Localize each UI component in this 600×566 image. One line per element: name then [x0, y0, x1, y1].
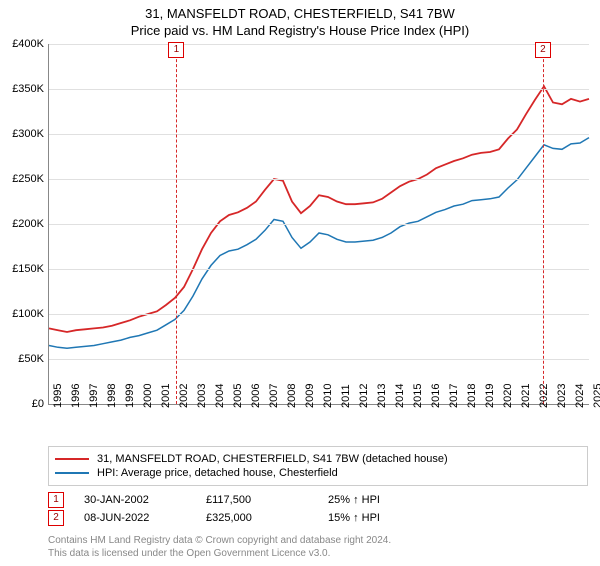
- x-axis-label: 2005: [232, 384, 244, 408]
- x-axis-label: 2006: [250, 384, 262, 408]
- x-axis-label: 2022: [538, 384, 550, 408]
- x-axis-label: 2021: [520, 384, 532, 408]
- license-text: Contains HM Land Registry data © Crown c…: [48, 534, 391, 560]
- y-axis-label: £50K: [0, 353, 44, 365]
- plot: 12: [48, 44, 589, 405]
- x-axis-label: 2025: [592, 384, 600, 408]
- y-axis-label: £250K: [0, 173, 44, 185]
- transaction-price: £117,500: [206, 494, 328, 506]
- gridline: [49, 44, 589, 45]
- license-line-2: This data is licensed under the Open Gov…: [48, 547, 391, 560]
- y-axis-label: £200K: [0, 218, 44, 230]
- x-axis-label: 1997: [88, 384, 100, 408]
- x-axis-label: 2001: [160, 384, 172, 408]
- legend-label: 31, MANSFELDT ROAD, CHESTERFIELD, S41 7B…: [97, 453, 448, 465]
- transaction-table: 1 30-JAN-2002£117,50025% ↑ HPI 2 08-JUN-202…: [48, 490, 588, 528]
- x-axis-label: 2016: [430, 384, 442, 408]
- transaction-marker-label: 2: [535, 42, 551, 58]
- transaction-delta: 25% ↑ HPI: [328, 494, 450, 506]
- x-axis-label: 2008: [286, 384, 298, 408]
- x-axis-label: 2014: [394, 384, 406, 408]
- y-axis-label: £300K: [0, 128, 44, 140]
- series-hpi: [49, 138, 589, 349]
- x-axis-label: 2015: [412, 384, 424, 408]
- transaction-price: £325,000: [206, 512, 328, 524]
- x-axis-label: 2017: [448, 384, 460, 408]
- x-axis-label: 2004: [214, 384, 226, 408]
- transaction-date: 08-JUN-2022: [84, 512, 206, 524]
- x-axis-label: 1996: [70, 384, 82, 408]
- transaction-marker-label: 1: [168, 42, 184, 58]
- x-axis-label: 2003: [196, 384, 208, 408]
- transaction-number: 2: [48, 510, 64, 526]
- gridline: [49, 359, 589, 360]
- x-axis-label: 2007: [268, 384, 280, 408]
- gridline: [49, 89, 589, 90]
- x-axis-label: 2023: [556, 384, 568, 408]
- series-property: [49, 86, 589, 332]
- y-axis-label: £400K: [0, 38, 44, 50]
- y-axis-label: £0: [0, 398, 44, 410]
- gridline: [49, 224, 589, 225]
- x-axis-label: 2009: [304, 384, 316, 408]
- gridline: [49, 179, 589, 180]
- license-line-1: Contains HM Land Registry data © Crown c…: [48, 534, 391, 547]
- x-axis-label: 2019: [484, 384, 496, 408]
- chart-title: 31, MANSFELDT ROAD, CHESTERFIELD, S41 7B…: [0, 6, 600, 21]
- chart-area: 12 £0£50K£100K£150K£200K£250K£300K£350K£…: [48, 44, 588, 424]
- x-axis-label: 2013: [376, 384, 388, 408]
- x-axis-label: 2000: [142, 384, 154, 408]
- x-axis-label: 2012: [358, 384, 370, 408]
- transaction-marker: [176, 44, 177, 404]
- x-axis-label: 2002: [178, 384, 190, 408]
- x-axis-label: 1999: [124, 384, 136, 408]
- x-axis-label: 2010: [322, 384, 334, 408]
- gridline: [49, 134, 589, 135]
- legend-swatch: [55, 458, 89, 460]
- x-axis-label: 1995: [52, 384, 64, 408]
- gridline: [49, 269, 589, 270]
- x-axis-label: 2020: [502, 384, 514, 408]
- x-axis-label: 1998: [106, 384, 118, 408]
- transaction-row: 1 30-JAN-2002£117,50025% ↑ HPI: [48, 492, 588, 508]
- x-axis-label: 2018: [466, 384, 478, 408]
- transaction-row: 2 08-JUN-2022£325,00015% ↑ HPI: [48, 510, 588, 526]
- legend-item: 31, MANSFELDT ROAD, CHESTERFIELD, S41 7B…: [55, 453, 581, 465]
- x-axis-label: 2024: [574, 384, 586, 408]
- legend-label: HPI: Average price, detached house, Ches…: [97, 467, 338, 479]
- legend-item: HPI: Average price, detached house, Ches…: [55, 467, 581, 479]
- x-axis-label: 2011: [340, 384, 352, 408]
- legend-swatch: [55, 472, 89, 474]
- transaction-number: 1: [48, 492, 64, 508]
- y-axis-label: £150K: [0, 263, 44, 275]
- transaction-delta: 15% ↑ HPI: [328, 512, 450, 524]
- chart-subtitle: Price paid vs. HM Land Registry's House …: [0, 23, 600, 38]
- transaction-marker: [543, 44, 544, 404]
- legend: 31, MANSFELDT ROAD, CHESTERFIELD, S41 7B…: [48, 446, 588, 486]
- gridline: [49, 314, 589, 315]
- y-axis-label: £350K: [0, 83, 44, 95]
- y-axis-label: £100K: [0, 308, 44, 320]
- transaction-date: 30-JAN-2002: [84, 494, 206, 506]
